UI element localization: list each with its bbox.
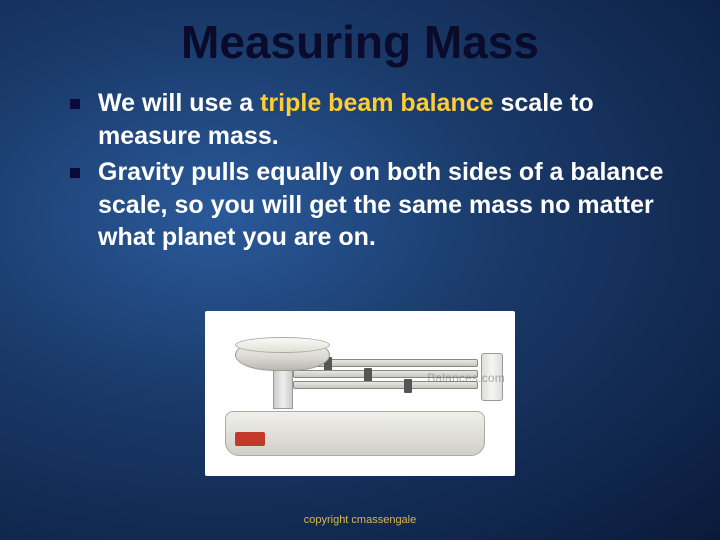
bullet-1-highlight: triple beam balance [260,89,493,117]
balance-pillar [273,369,293,409]
bullet-1-prefix: We will use a [98,89,260,117]
bullet-item-2: Gravity pulls equally on both sides of a… [70,156,680,254]
slide: Measuring Mass We will use a triple beam… [0,0,720,540]
bullet-2-text: Gravity pulls equally on both sides of a… [98,158,663,251]
balance-brand-label [235,432,265,446]
bullet-list: We will use a triple beam balance scale … [40,87,680,258]
rider-2 [364,368,372,382]
rider-3 [404,379,412,393]
image-area: Balances.com [40,268,680,521]
image-watermark: Balances.com [427,371,505,385]
bullet-item-1: We will use a triple beam balance scale … [70,87,680,152]
copyright-text: copyright cmassengale [0,514,720,526]
slide-title: Measuring Mass [40,15,680,69]
triple-beam-balance-image: Balances.com [205,311,515,476]
